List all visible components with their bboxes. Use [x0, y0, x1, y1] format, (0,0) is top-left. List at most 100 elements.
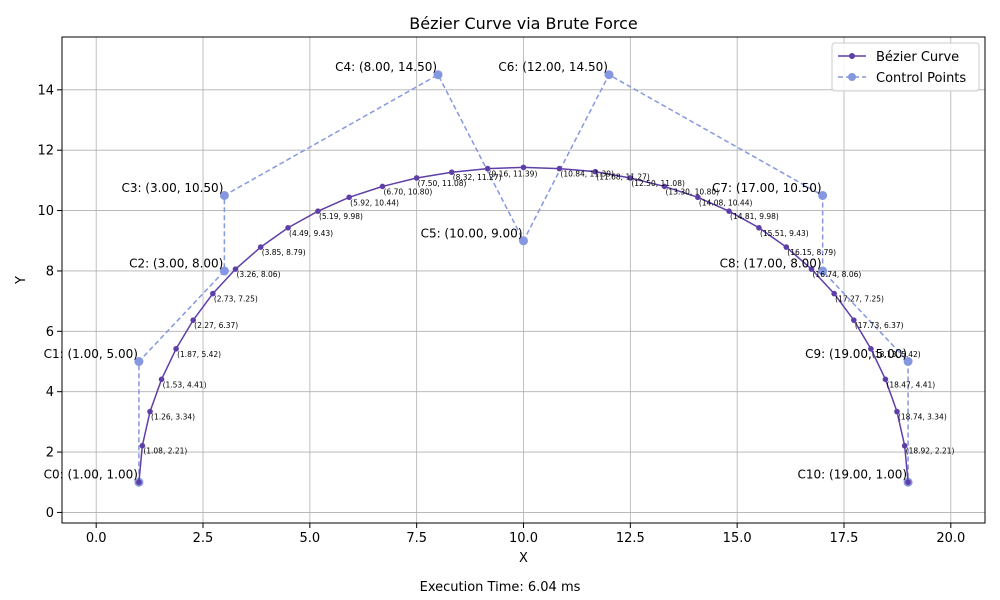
bezier-point-marker: [726, 208, 732, 214]
curve-point-label: (17.73, 6.37): [855, 321, 904, 330]
bezier-point-marker: [556, 165, 563, 172]
curve-point-label: (2.73, 7.25): [214, 295, 258, 304]
legend-control-marker: [848, 73, 856, 81]
control-point-label: C9: (19.00, 5.00): [805, 347, 907, 361]
control-point-marker: [433, 70, 443, 80]
y-tick-label: 10: [37, 204, 54, 219]
bezier-point-marker: [592, 168, 599, 175]
bezier-point-marker: [210, 290, 216, 297]
control-point-label: C8: (17.00, 8.00): [720, 256, 822, 270]
bezier-point-marker: [158, 376, 165, 383]
bezier-point-marker: [139, 442, 146, 449]
curve-point-label: (1.87, 5.42): [177, 350, 221, 359]
control-point-marker: [903, 357, 913, 367]
curve-point-label: (14.08, 10.44): [699, 198, 753, 207]
legend: Bézier Curve Control Points: [831, 42, 980, 92]
curve-point-label: (10.84, 11.39): [560, 170, 614, 179]
curve-point-label: (16.15, 8.79): [787, 248, 836, 257]
control-point-marker: [219, 190, 229, 200]
bezier-point-marker: [232, 266, 239, 272]
y-tick-label: 4: [46, 385, 54, 400]
curve-point-label: (1.08, 2.21): [143, 447, 187, 456]
x-tick-label: 5.0: [299, 531, 320, 546]
curve-point-label: (3.26, 8.06): [236, 270, 280, 279]
bezier-curve-series: [136, 164, 911, 486]
control-point-label: C6: (12.00, 14.50): [498, 60, 608, 74]
bezier-point-marker: [808, 266, 815, 272]
curve-point-label: (12.50, 11.08): [631, 179, 685, 188]
legend-curve-label: Bézier Curve: [876, 50, 959, 65]
x-tick-label: 10.0: [509, 531, 538, 546]
control-point-marker: [519, 236, 528, 246]
x-tick-label: 20.0: [936, 531, 965, 546]
bezier-point-marker: [147, 408, 153, 415]
control-point-label: C2: (3.00, 8.00): [129, 256, 223, 270]
control-point-label: C3: (3.00, 10.50): [121, 181, 223, 195]
bezier-point-marker: [894, 408, 900, 415]
y-tick-label: 0: [46, 506, 54, 521]
curve-point-label: (18.92, 2.21): [906, 447, 955, 456]
y-tick-label: 14: [37, 83, 54, 98]
y-axis-label: Y: [14, 276, 29, 285]
control-point-marker: [818, 266, 828, 276]
bezier-point-marker: [831, 290, 837, 297]
curve-point-label: (18.13, 5.42): [872, 350, 921, 359]
bezier-point-marker: [190, 317, 196, 323]
curve-point-label: (13.30, 10.80): [666, 187, 720, 196]
curve-point-label: (6.70, 10.80): [383, 187, 432, 196]
legend-curve-marker: [849, 53, 855, 59]
y-tick-label: 8: [46, 264, 54, 279]
x-tick-label: 17.5: [830, 531, 859, 546]
curve-point-label: (18.47, 4.41): [886, 380, 935, 389]
x-tick-label: 2.5: [193, 531, 214, 546]
control-point-marker: [818, 190, 828, 200]
bezier-point-marker: [520, 164, 527, 171]
legend-control-label: Control Points: [876, 71, 966, 86]
y-tick-label: 2: [46, 446, 54, 461]
bezier-point-marker: [868, 346, 874, 352]
curve-point-label: (14.81, 9.98): [730, 212, 779, 221]
bezier-point-marker: [346, 194, 352, 201]
control-point-marker: [219, 266, 229, 276]
bezier-point-marker: [257, 244, 264, 250]
curve-point-label: (8.32, 11.27): [453, 173, 502, 182]
curve-point-label: (7.50, 11.08): [418, 179, 467, 188]
bezier-point-marker: [627, 175, 634, 181]
curve-point-label: (5.92, 10.44): [350, 198, 399, 207]
control-point-label: C5: (10.00, 9.00): [421, 226, 523, 240]
bezier-point-marker: [484, 165, 491, 172]
curve-point-label: (2.27, 6.37): [194, 321, 238, 330]
axes: 0.0 2.5 5.0 7.5 10.0 12.5 15.0 17.5 20.0 0 2 4 6 8 10 1…: [37, 83, 965, 546]
grid: [62, 37, 985, 523]
x-axis-label: X: [519, 551, 528, 566]
x-tick-label: 12.5: [616, 531, 645, 546]
bezier-point-marker: [661, 183, 668, 190]
curve-point-label: (1.53, 4.41): [163, 380, 207, 389]
bezier-point-marker: [783, 244, 790, 250]
bezier-point-marker: [882, 376, 889, 383]
bezier-point-marker: [905, 479, 911, 486]
y-tick-label: 12: [37, 144, 54, 159]
curve-point-label: (4.49, 9.43): [289, 229, 333, 238]
execution-time: Execution Time: 6.04 ms: [419, 580, 581, 595]
curve-point-label: (5.19, 9.98): [319, 212, 363, 221]
control-point-marker: [604, 70, 614, 80]
control-points-series: [134, 70, 913, 487]
curve-point-label: (1.26, 3.34): [151, 413, 195, 422]
curve-point-label: (15.51, 9.43): [760, 229, 809, 238]
curve-point-label: (17.27, 7.25): [835, 295, 884, 304]
y-tick-label: 6: [46, 325, 54, 340]
bezier-point-marker: [379, 183, 386, 190]
bezier-point-marker: [285, 224, 291, 231]
curve-point-label: (11.68, 11.27): [596, 173, 650, 182]
curve-point-label: (3.85, 8.79): [262, 248, 306, 257]
control-point-marker: [134, 357, 144, 367]
curve-point-label: (9.16, 11.39): [489, 170, 538, 179]
bezier-point-marker: [756, 224, 762, 231]
bezier-point-marker: [448, 169, 455, 176]
x-tick-label: 15.0: [723, 531, 752, 546]
control-point-label: C0: (1.00, 1.00): [44, 468, 138, 482]
bezier-point-marker: [695, 194, 701, 201]
control-point-label: C1: (1.00, 5.00): [44, 347, 138, 361]
